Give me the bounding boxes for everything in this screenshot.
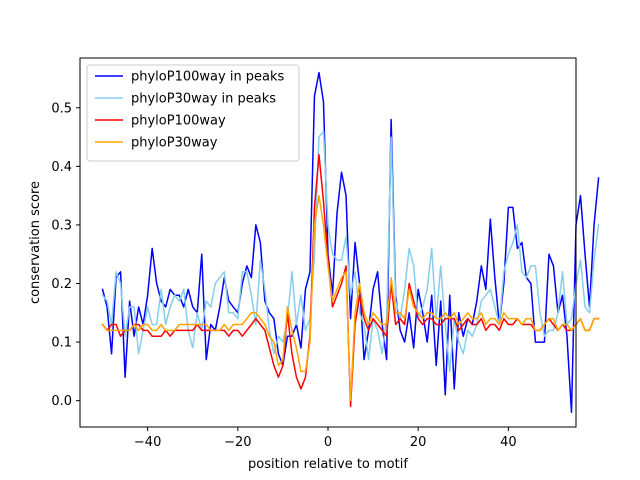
y-tick-label: 0.3 [51, 218, 72, 233]
series-line-3 [101, 153, 600, 408]
x-tick-label: 20 [410, 435, 427, 450]
y-tick-label: 0.0 [51, 394, 72, 409]
x-tick-label: 0 [324, 435, 332, 450]
series-line-4 [101, 194, 600, 402]
y-tick-label: 0.5 [51, 101, 72, 116]
series-layer [101, 71, 600, 414]
legend: phyloP100way in peaks phyloP30way in peak… [86, 64, 300, 162]
legend-entry-label: phyloP100way [131, 114, 226, 129]
x-tick-label: −40 [134, 435, 161, 450]
legend-entry-label: phyloP30way [131, 136, 218, 151]
legend-entry-label: phyloP30way in peaks [131, 92, 276, 107]
x-axis: −40 −20 0 20 40 [134, 427, 517, 450]
y-tick-label: 0.1 [51, 336, 72, 351]
y-axis-label: conservation score [28, 181, 43, 304]
x-tick-label: −20 [224, 435, 251, 450]
series-line-2 [101, 130, 600, 373]
legend-entry-label: phyloP100way in peaks [131, 70, 285, 85]
x-tick-label: 40 [500, 435, 517, 450]
y-tick-label: 0.2 [51, 277, 72, 292]
y-tick-label: 0.4 [51, 160, 72, 175]
legend-box [86, 64, 300, 162]
x-axis-label: position relative to motif [248, 457, 408, 472]
y-axis: 0.0 0.1 0.2 0.3 0.4 0.5 [51, 101, 80, 409]
